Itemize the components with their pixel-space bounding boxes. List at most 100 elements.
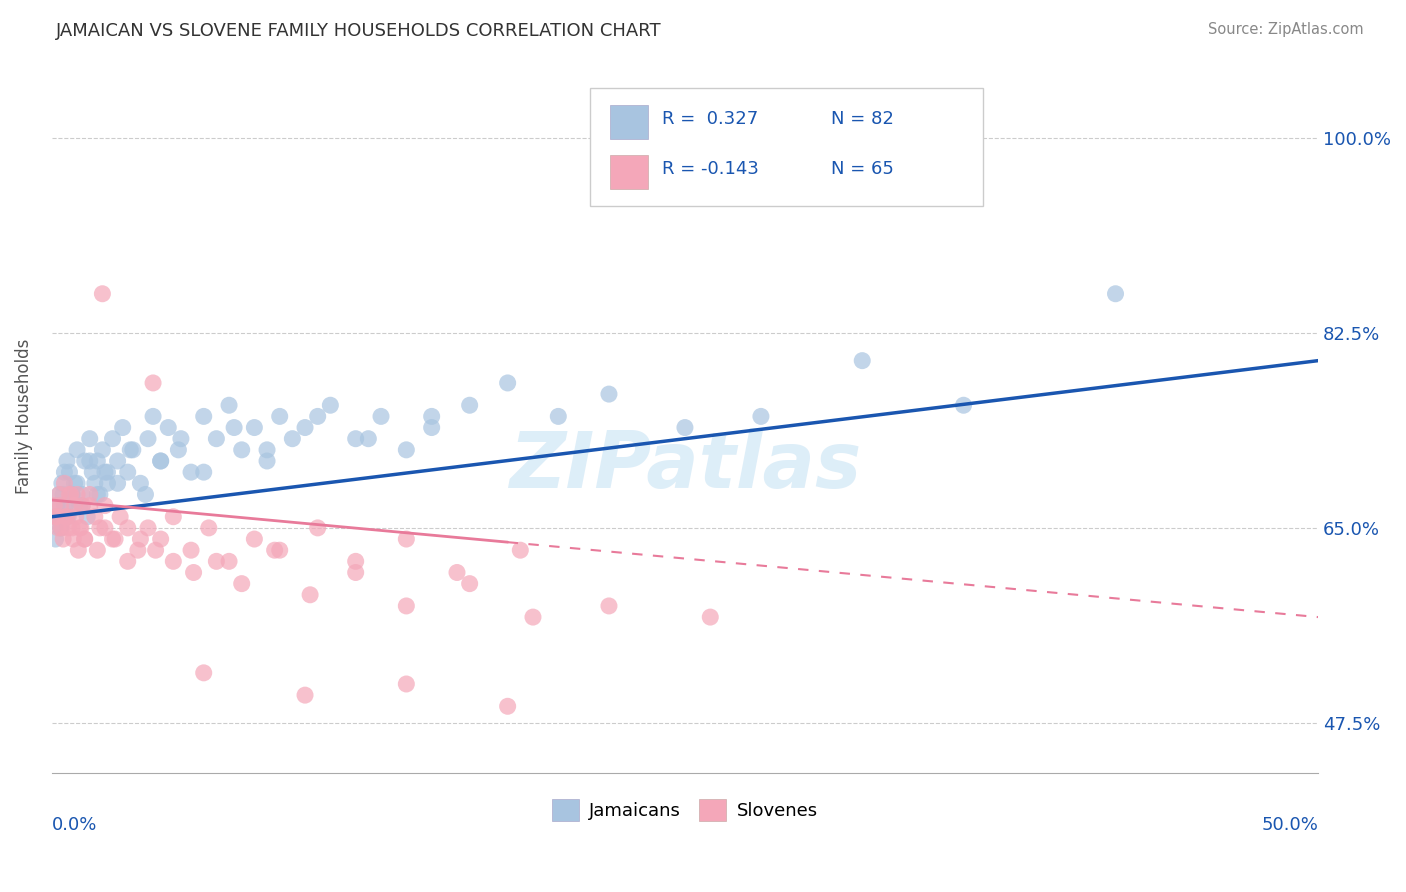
Point xyxy=(94,499,117,513)
Point xyxy=(83,509,105,524)
Point xyxy=(58,509,80,524)
Point xyxy=(344,554,367,568)
Point xyxy=(45,509,67,524)
Point xyxy=(142,409,165,424)
Point xyxy=(52,487,75,501)
Point xyxy=(117,465,139,479)
Point xyxy=(952,398,974,412)
Point xyxy=(129,532,152,546)
Point xyxy=(197,521,219,535)
Point xyxy=(851,353,873,368)
Point xyxy=(66,476,89,491)
Point xyxy=(205,432,228,446)
Point xyxy=(44,499,66,513)
Point xyxy=(395,442,418,457)
Point xyxy=(522,610,544,624)
Point xyxy=(73,532,96,546)
Point xyxy=(509,543,531,558)
Point xyxy=(79,487,101,501)
Point xyxy=(136,521,159,535)
Point xyxy=(269,543,291,558)
Point xyxy=(183,566,205,580)
Point xyxy=(49,521,72,535)
Point xyxy=(70,499,93,513)
Point xyxy=(149,454,172,468)
Point xyxy=(86,487,108,501)
Point xyxy=(66,487,89,501)
Point xyxy=(45,509,67,524)
Text: ZIPatlas: ZIPatlas xyxy=(509,428,860,504)
Point xyxy=(107,454,129,468)
Point xyxy=(598,387,620,401)
Point xyxy=(149,532,172,546)
Point xyxy=(86,543,108,558)
Point xyxy=(111,420,134,434)
Point xyxy=(129,476,152,491)
Point xyxy=(55,499,77,513)
Point xyxy=(395,532,418,546)
Point xyxy=(357,432,380,446)
Point xyxy=(256,454,278,468)
Point xyxy=(45,499,67,513)
Point xyxy=(108,509,131,524)
Point xyxy=(496,699,519,714)
Point xyxy=(145,543,167,558)
Point xyxy=(231,576,253,591)
Point xyxy=(63,476,86,491)
Point xyxy=(66,442,89,457)
Point xyxy=(281,432,304,446)
Point xyxy=(263,543,285,558)
Point xyxy=(83,476,105,491)
Point xyxy=(96,476,118,491)
Point xyxy=(49,521,72,535)
FancyBboxPatch shape xyxy=(610,155,648,189)
Point xyxy=(73,532,96,546)
Point xyxy=(89,487,111,501)
FancyBboxPatch shape xyxy=(610,105,648,139)
Legend: Jamaicans, Slovenes: Jamaicans, Slovenes xyxy=(544,792,825,829)
Point xyxy=(101,432,124,446)
Point xyxy=(344,566,367,580)
Point xyxy=(76,509,98,524)
Point xyxy=(162,509,184,524)
Point xyxy=(496,376,519,390)
Text: 0.0%: 0.0% xyxy=(52,816,97,834)
Point xyxy=(547,409,569,424)
Point xyxy=(299,588,322,602)
Point xyxy=(193,465,215,479)
Point xyxy=(120,442,142,457)
Point xyxy=(56,454,79,468)
Point xyxy=(53,476,76,491)
Text: R =  0.327: R = 0.327 xyxy=(662,110,758,128)
Point xyxy=(269,409,291,424)
Point xyxy=(65,509,87,524)
Point xyxy=(370,409,392,424)
FancyBboxPatch shape xyxy=(591,88,983,206)
Point xyxy=(69,499,91,513)
Point xyxy=(86,454,108,468)
Text: N = 82: N = 82 xyxy=(831,110,893,128)
Point xyxy=(136,432,159,446)
Point xyxy=(218,554,240,568)
Point xyxy=(307,409,329,424)
Point xyxy=(458,576,481,591)
Point xyxy=(170,432,193,446)
Point xyxy=(91,442,114,457)
Point xyxy=(79,454,101,468)
Point xyxy=(224,420,246,434)
Point xyxy=(59,487,82,501)
Point xyxy=(89,521,111,535)
Point xyxy=(56,509,79,524)
Point xyxy=(82,465,104,479)
Point xyxy=(53,465,76,479)
Point xyxy=(167,442,190,457)
Point xyxy=(49,499,72,513)
Point xyxy=(117,554,139,568)
Point xyxy=(458,398,481,412)
Point xyxy=(149,454,172,468)
Point xyxy=(48,487,70,501)
Point xyxy=(395,677,418,691)
Text: N = 65: N = 65 xyxy=(831,160,893,178)
Point xyxy=(58,465,80,479)
Point xyxy=(1104,286,1126,301)
